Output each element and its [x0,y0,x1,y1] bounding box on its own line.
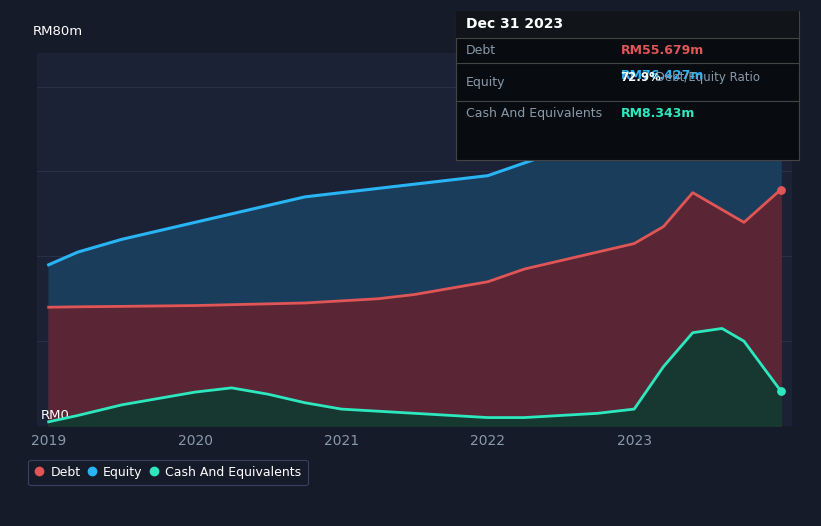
Text: Equity: Equity [466,76,505,88]
Point [774,97,787,106]
Text: 72.9%: 72.9% [621,70,661,84]
Text: RM80m: RM80m [33,25,83,38]
Text: RM55.679m: RM55.679m [621,44,704,57]
Text: Debt: Debt [466,44,496,57]
Text: Debt/Equity Ratio: Debt/Equity Ratio [652,70,759,84]
Legend: Debt, Equity, Cash And Equivalents: Debt, Equity, Cash And Equivalents [28,460,308,485]
Text: Cash And Equivalents: Cash And Equivalents [466,107,602,120]
Text: RM8.343m: RM8.343m [621,107,695,120]
Text: Dec 31 2023: Dec 31 2023 [466,17,562,31]
Point [774,387,787,395]
Text: RM76.427m: RM76.427m [621,69,704,82]
Point [774,186,787,194]
Text: RM0: RM0 [41,409,70,422]
